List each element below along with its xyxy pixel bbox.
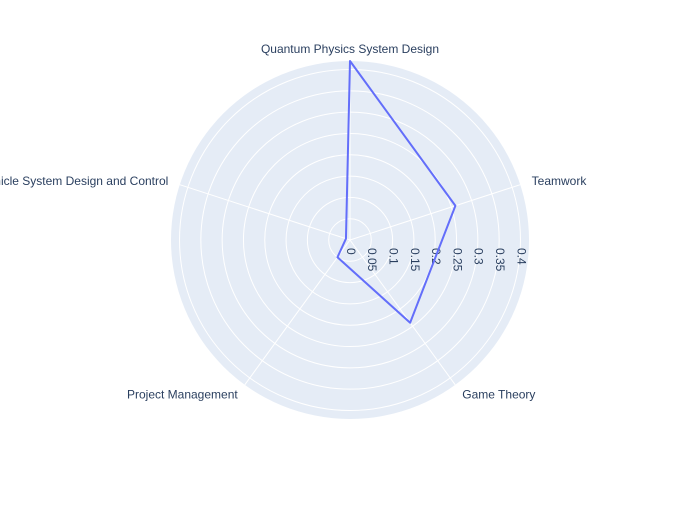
angular-gridline (244, 239, 351, 386)
angular-gridline (349, 184, 521, 241)
category-label: Project Management (127, 388, 238, 402)
category-label: Quantum Physics System Design (261, 42, 439, 56)
series-line (336, 60, 457, 324)
radial-tick-label: 0.1 (386, 248, 400, 265)
angular-gridline (179, 184, 351, 241)
radial-tick-label: 0.15 (408, 248, 422, 272)
radial-tick-label: 0.4 (514, 248, 528, 265)
category-label: Vehicle System Design and Control (0, 174, 168, 188)
category-label: Game Theory (462, 388, 535, 402)
radial-tick-label: 0.35 (493, 248, 507, 272)
angular-gridline (349, 239, 456, 386)
category-labels: Quantum Physics System Design Teamwork Gam… (0, 42, 587, 402)
radial-tick-label: 0.25 (450, 248, 464, 272)
category-label: Teamwork (532, 174, 588, 188)
radial-tick-label: 0.05 (365, 248, 379, 272)
radial-tick-label: 0 (344, 248, 358, 255)
radial-tick-label: 0.3 (472, 248, 486, 265)
